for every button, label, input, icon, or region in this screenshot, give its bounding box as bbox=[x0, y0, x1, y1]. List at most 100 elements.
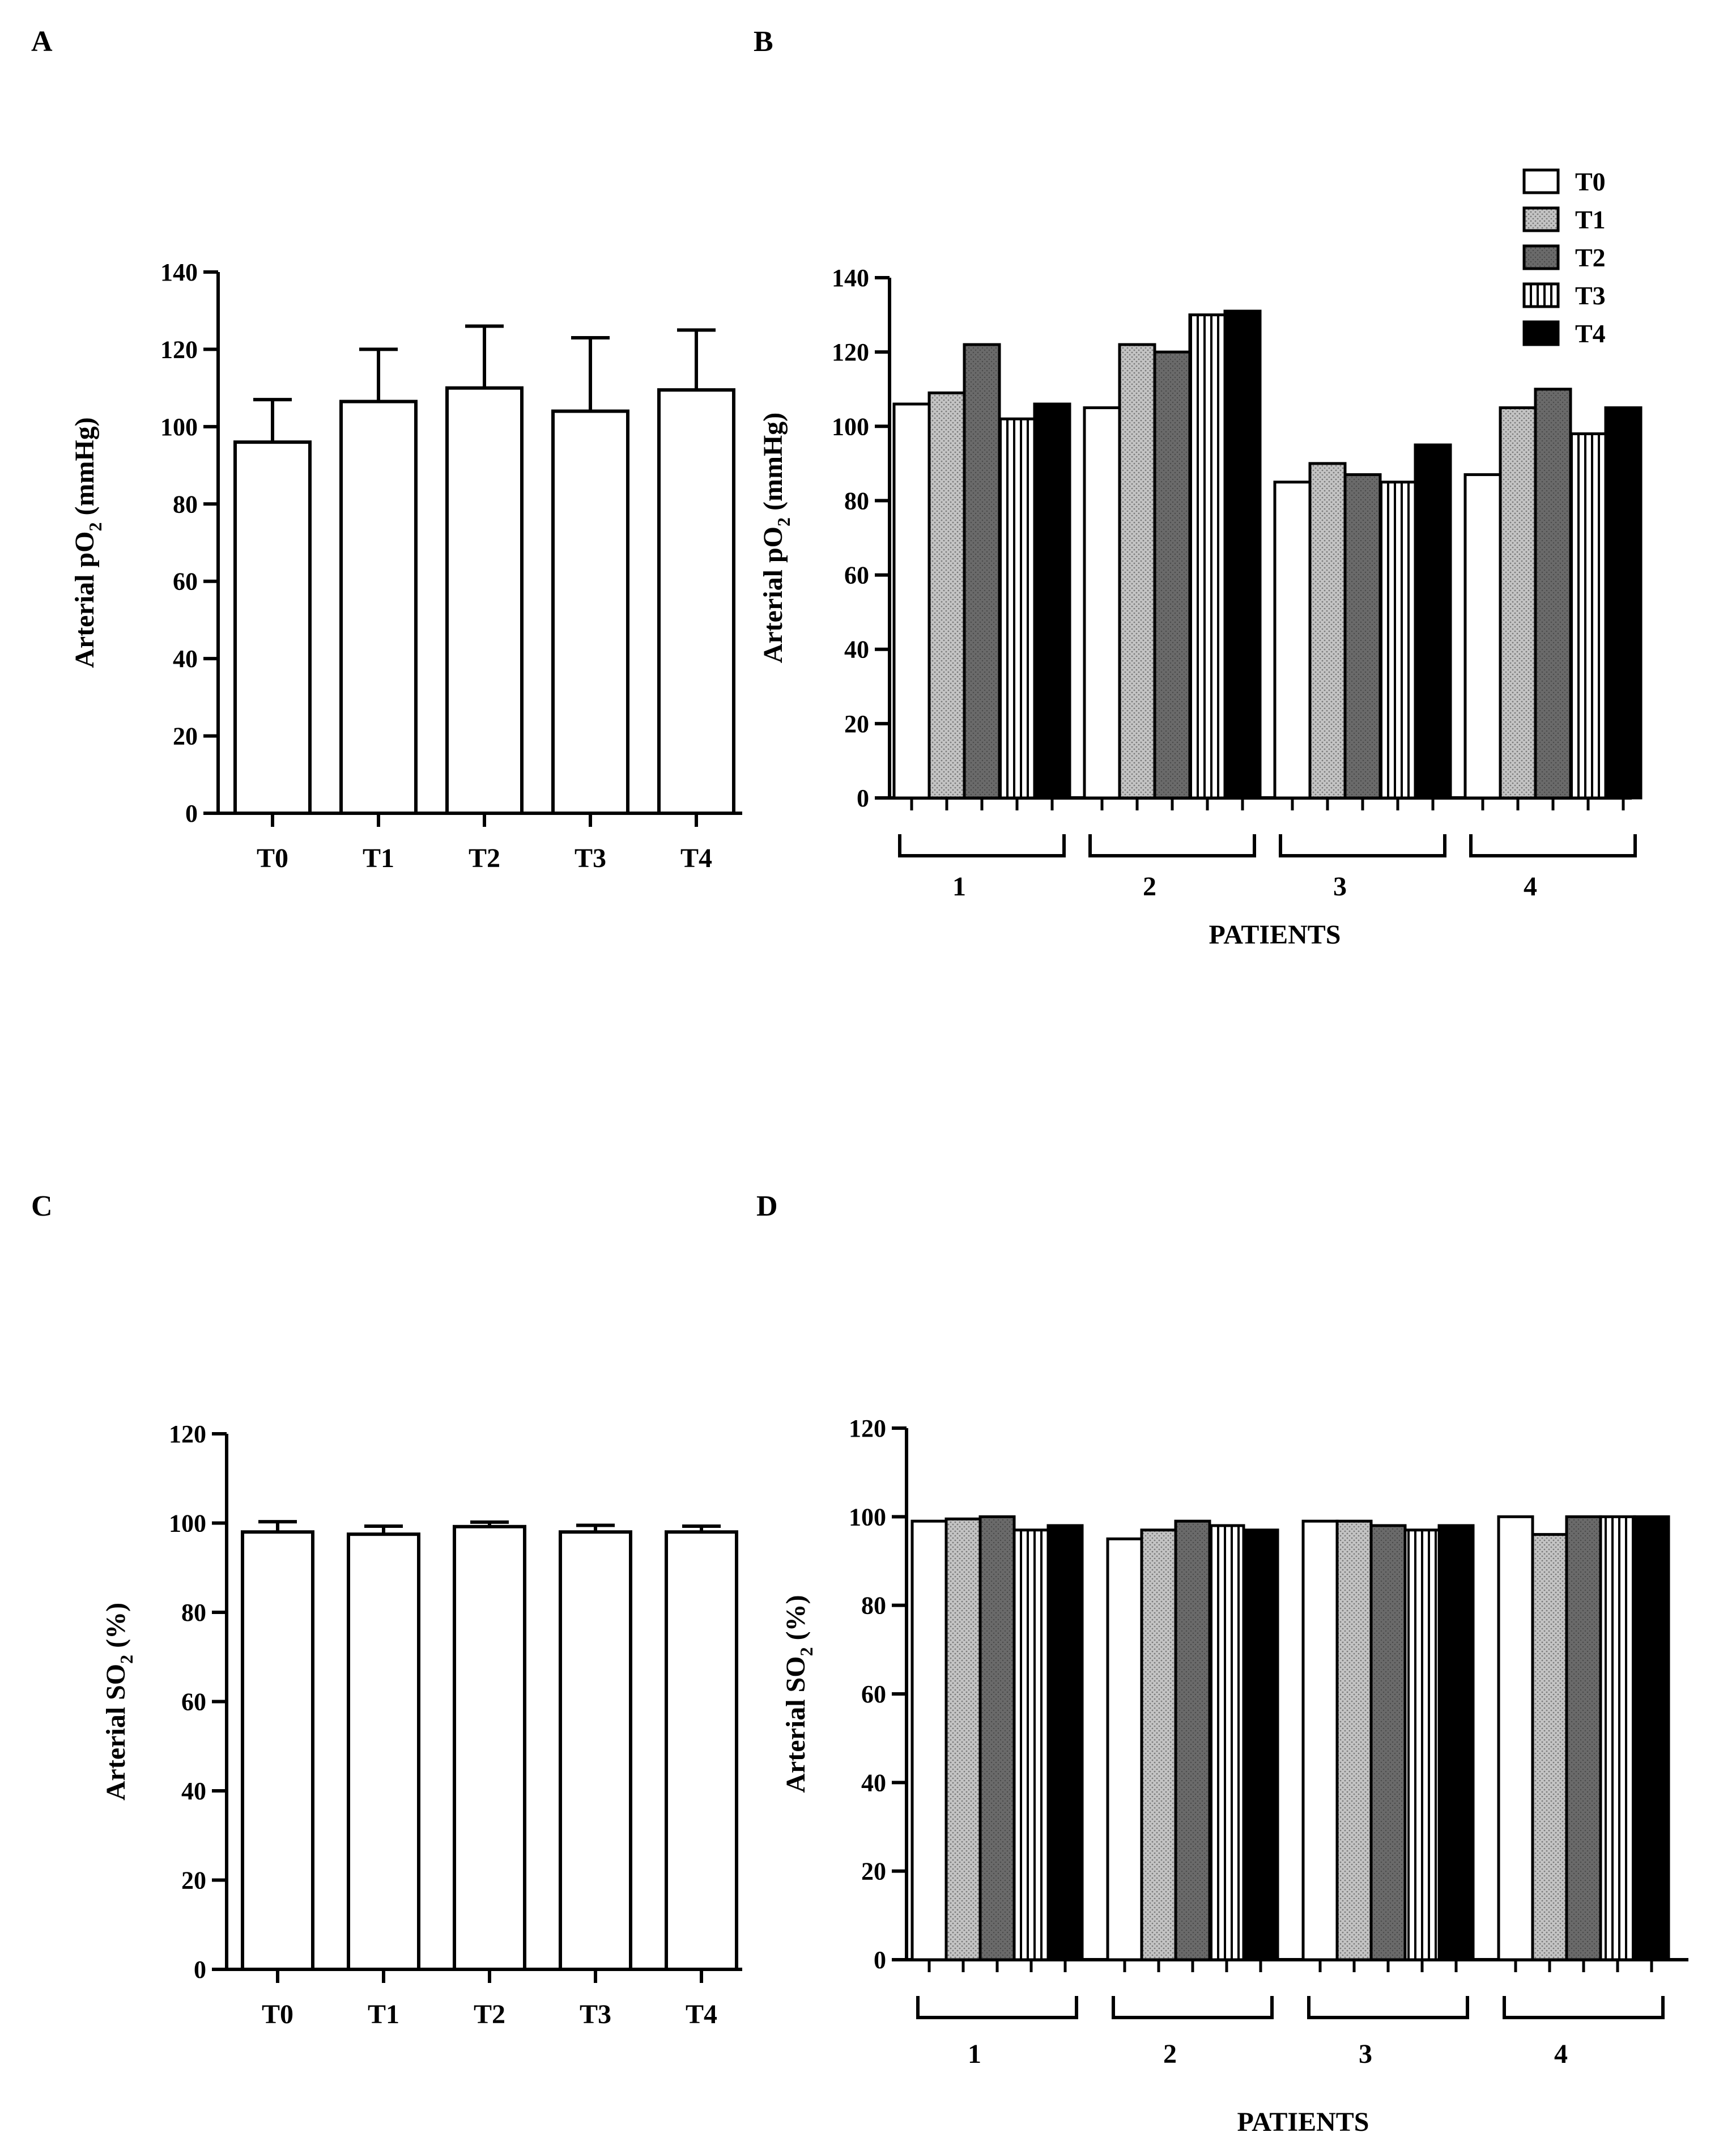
y-axis-title: Arterial pO2 (mmHg) bbox=[758, 413, 794, 664]
y-tick-label: 20 bbox=[861, 1858, 886, 1885]
y-axis-title-unit: (%) bbox=[101, 1603, 131, 1655]
legend-swatch-t4 bbox=[1522, 320, 1560, 346]
y-axis-title-unit: (mmHg) bbox=[758, 413, 788, 517]
x-category-label: T2 bbox=[474, 1999, 505, 2029]
x-category-label: T3 bbox=[575, 843, 606, 873]
y-tick-label: 40 bbox=[861, 1769, 886, 1797]
group-label: 2 bbox=[1163, 2039, 1177, 2069]
bar-patient1-t1 bbox=[927, 391, 966, 800]
group-label: 4 bbox=[1554, 2039, 1568, 2069]
bar-t3 bbox=[551, 409, 629, 815]
y-tick-label: 0 bbox=[857, 784, 869, 812]
panel-label-c: C bbox=[31, 1190, 53, 1222]
bar-patient4-t0 bbox=[1497, 1515, 1534, 1961]
bar-patient2-t3 bbox=[1188, 313, 1227, 800]
bar-patient2-t2 bbox=[1174, 1519, 1211, 1961]
y-axis-title-main: Arterial SO bbox=[101, 1664, 131, 1800]
y-axis-title-unit: (%) bbox=[781, 1595, 811, 1647]
x-category-label: T4 bbox=[686, 1999, 717, 2029]
bar-patient3-t2 bbox=[1343, 473, 1382, 800]
bar-t2 bbox=[453, 1524, 526, 1972]
bar-patient4-t1 bbox=[1531, 1533, 1568, 1961]
y-tick-label: 80 bbox=[173, 490, 198, 518]
bar-patient2-t0 bbox=[1106, 1537, 1143, 1961]
bar-patient3-t1 bbox=[1308, 462, 1347, 800]
bar-patient3-t4 bbox=[1437, 1524, 1475, 1961]
y-tick-label: 60 bbox=[173, 568, 198, 596]
y-tick-label: 20 bbox=[181, 1867, 206, 1895]
legend-label-t2: T2 bbox=[1575, 243, 1606, 272]
y-axis-title: Arterial SO2 (%) bbox=[101, 1603, 137, 1800]
bar-patient2-t2 bbox=[1153, 350, 1192, 800]
bar-patient3-t2 bbox=[1369, 1524, 1407, 1961]
y-axis-title-subscript: 2 bbox=[116, 1655, 137, 1664]
legend-label-t4: T4 bbox=[1575, 319, 1606, 348]
y-tick-label: 0 bbox=[194, 1956, 206, 1984]
x-axis-title: PATIENTS bbox=[1237, 2107, 1369, 2137]
bar-patient3-t0 bbox=[1273, 481, 1312, 800]
x-category-label: T0 bbox=[257, 843, 288, 873]
y-tick-label: 120 bbox=[169, 1420, 206, 1448]
y-axis-title-main: Arterial pO bbox=[70, 532, 100, 668]
y-tick-label: 80 bbox=[844, 487, 869, 515]
bar-patient2-t4 bbox=[1242, 1528, 1279, 1961]
legend-swatch-t1 bbox=[1522, 206, 1560, 232]
group-bracket-patient-4 bbox=[1469, 834, 1637, 857]
x-category-label: T3 bbox=[580, 1999, 611, 2029]
group-bracket-patient-3 bbox=[1279, 834, 1446, 857]
group-label: 3 bbox=[1359, 2039, 1372, 2069]
bar-t0 bbox=[241, 1530, 314, 1971]
y-axis-title: Arterial pO2 (mmHg) bbox=[70, 417, 105, 668]
x-category-label: T2 bbox=[469, 843, 500, 873]
y-tick-label: 100 bbox=[832, 413, 869, 440]
panel-label-d: D bbox=[756, 1190, 778, 1222]
y-axis-title: Arterial SO2 (%) bbox=[781, 1595, 816, 1793]
bar-patient4-t2 bbox=[1565, 1515, 1602, 1961]
y-tick-label: 120 bbox=[832, 338, 869, 366]
y-tick-label: 140 bbox=[160, 258, 198, 286]
group-bracket-patient-2 bbox=[1088, 834, 1256, 857]
bar-patient1-t0 bbox=[892, 402, 931, 800]
group-bracket-patient-1 bbox=[898, 834, 1066, 857]
bar-t1 bbox=[347, 1532, 420, 1971]
bar-patient3-t3 bbox=[1378, 481, 1417, 800]
x-category-label: T0 bbox=[262, 1999, 293, 2029]
group-bracket-patient-2 bbox=[1112, 1996, 1274, 2019]
bar-patient1-t2 bbox=[978, 1515, 1016, 1961]
group-bracket-patient-4 bbox=[1503, 1996, 1665, 2019]
bar-patient1-t3 bbox=[1012, 1528, 1050, 1961]
y-axis-title-main: Arterial SO bbox=[781, 1656, 811, 1793]
y-tick-label: 80 bbox=[181, 1599, 206, 1626]
y-axis-title-unit: (mmHg) bbox=[70, 417, 100, 522]
panel-label-a: A bbox=[31, 26, 53, 58]
bar-patient1-t0 bbox=[910, 1519, 948, 1961]
bar-patient4-t4 bbox=[1633, 1515, 1670, 1961]
bar-patient4-t0 bbox=[1463, 473, 1502, 800]
bar-patient2-t0 bbox=[1083, 406, 1121, 800]
x-category-label: T1 bbox=[368, 1999, 399, 2029]
x-category-label: T4 bbox=[680, 843, 712, 873]
y-tick-label: 120 bbox=[160, 335, 198, 363]
y-tick-label: 40 bbox=[173, 645, 198, 673]
bar-t3 bbox=[559, 1530, 632, 1971]
legend: T0 T1 T2 T3 T4 bbox=[1522, 167, 1606, 348]
bar-patient1-t1 bbox=[944, 1517, 982, 1961]
y-tick-label: 100 bbox=[160, 413, 198, 441]
bar-patient2-t4 bbox=[1223, 309, 1262, 800]
bar-patient4-t1 bbox=[1499, 406, 1537, 800]
y-tick-label: 60 bbox=[181, 1688, 206, 1716]
x-axis-title: PATIENTS bbox=[1209, 920, 1341, 950]
bar-t4 bbox=[665, 1530, 738, 1971]
y-tick-label: 0 bbox=[185, 800, 198, 827]
y-axis-title-subscript: 2 bbox=[773, 517, 794, 526]
bar-patient4-t2 bbox=[1534, 388, 1572, 800]
bar-t4 bbox=[657, 388, 735, 815]
bar-patient1-t4 bbox=[1046, 1524, 1084, 1961]
bar-patient4-t3 bbox=[1599, 1515, 1636, 1961]
y-tick-label: 140 bbox=[832, 264, 869, 292]
bar-patient2-t1 bbox=[1118, 343, 1156, 800]
x-category-label: T1 bbox=[363, 843, 394, 873]
y-axis-title-main: Arterial pO bbox=[758, 526, 788, 663]
